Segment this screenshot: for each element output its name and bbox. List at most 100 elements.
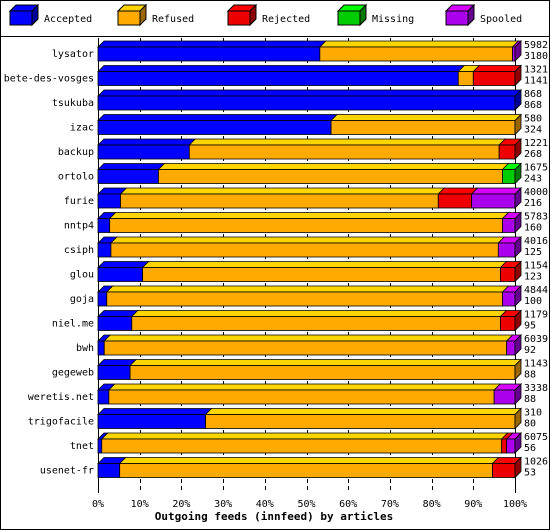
bar-segment-accepted	[97, 89, 522, 111]
bar-segment-refused	[157, 163, 510, 184]
data-label-total: 5982	[524, 40, 548, 51]
data-label-accepted: 3180	[524, 51, 548, 62]
bar	[502, 169, 516, 184]
bar-side	[514, 138, 522, 160]
data-label-total: 1675	[524, 163, 548, 174]
bar	[97, 365, 131, 380]
bar-segment-refused	[100, 432, 509, 454]
bar	[502, 291, 516, 307]
bar-top	[157, 163, 510, 170]
data-label-total: 4844	[524, 285, 548, 296]
data-label-accepted: 88	[524, 394, 536, 405]
x-axis: 0% 10% 20% 30% 40% 50% 60% 70% 80% 90% 100%	[92, 499, 527, 510]
bar	[158, 169, 503, 184]
bar-top	[97, 163, 166, 170]
data-label-total: 1221	[524, 138, 548, 149]
bar	[97, 218, 111, 233]
y-tick-label: csiph	[64, 245, 94, 256]
bar	[502, 218, 516, 233]
bar-segment-refused	[141, 261, 508, 282]
bar-top	[330, 114, 522, 121]
bar	[97, 95, 516, 111]
data-label-total: 1026	[524, 457, 548, 468]
bar	[457, 71, 474, 86]
y-tick-label: weretis.net	[28, 392, 94, 403]
bar-side	[514, 236, 522, 258]
bar-top	[97, 408, 213, 415]
data-label-accepted: 243	[524, 174, 542, 185]
data-label-accepted: 268	[524, 149, 542, 160]
bar-segment-refused	[457, 65, 481, 86]
bar	[97, 46, 321, 62]
bar-side	[514, 432, 522, 454]
legend-item-rejected: Rejected	[226, 3, 310, 27]
data-label-total: 580	[524, 114, 542, 125]
y-tick-label: izac	[70, 123, 94, 134]
bar-top	[472, 65, 522, 72]
data-label-accepted: 92	[524, 345, 536, 356]
data-label-total: 310	[524, 408, 542, 419]
data-label-accepted: 216	[524, 198, 542, 209]
bar	[108, 389, 495, 405]
x-tick-label: 90%	[464, 499, 482, 510]
legend-swatch	[227, 10, 251, 26]
y-tick-label: bwh	[76, 343, 94, 354]
bar-top	[141, 261, 508, 268]
bar	[492, 463, 516, 478]
bar-top	[109, 236, 506, 244]
bar	[205, 414, 516, 429]
bar-side	[514, 113, 522, 136]
data-label-accepted: 80	[524, 419, 536, 430]
bar-side	[514, 187, 522, 209]
bar-segment-accepted	[97, 40, 327, 62]
legend-item-refused: Refused	[116, 3, 194, 27]
data-label-accepted: 125	[524, 247, 542, 258]
data-label-accepted: 868	[524, 100, 542, 111]
bar	[97, 340, 105, 356]
bar-segment-refused	[107, 383, 502, 405]
bar-top	[129, 359, 522, 366]
bar-side	[514, 211, 522, 234]
bar-side	[514, 285, 522, 307]
bar-side	[514, 383, 522, 405]
y-tick-label: backup	[58, 147, 94, 158]
y-tick-label: tsukuba	[52, 98, 94, 109]
data-label-total: 868	[524, 89, 542, 100]
bar-side	[514, 407, 522, 430]
bar	[106, 291, 503, 307]
bar-side	[514, 162, 522, 185]
data-label-accepted: 100	[524, 296, 542, 307]
legend-label: Spooled	[480, 14, 522, 25]
data-label-total: 1143	[524, 359, 548, 370]
bar-segment-accepted	[97, 114, 339, 135]
data-label-total: 6075	[524, 432, 548, 443]
bar-segment-rejected	[499, 310, 522, 331]
bar	[506, 340, 516, 356]
bar-segment-refused	[108, 212, 510, 233]
y-tick-label: gegeweb	[52, 368, 94, 379]
data-label-accepted: 160	[524, 223, 542, 234]
bar-top	[97, 138, 197, 146]
legend-item-spooled: Spooled	[444, 3, 522, 27]
bar-side	[514, 334, 522, 356]
bar-top	[97, 114, 339, 121]
bar-side	[514, 456, 522, 479]
bar-segment-refused	[318, 40, 520, 62]
bar-segment-refused	[118, 457, 500, 478]
y-tick-label: goja	[70, 294, 94, 305]
bar	[97, 291, 108, 307]
bar	[97, 316, 133, 331]
bar-top	[97, 65, 466, 72]
data-label-total: 1154	[524, 261, 548, 272]
legend-swatch	[117, 10, 141, 26]
